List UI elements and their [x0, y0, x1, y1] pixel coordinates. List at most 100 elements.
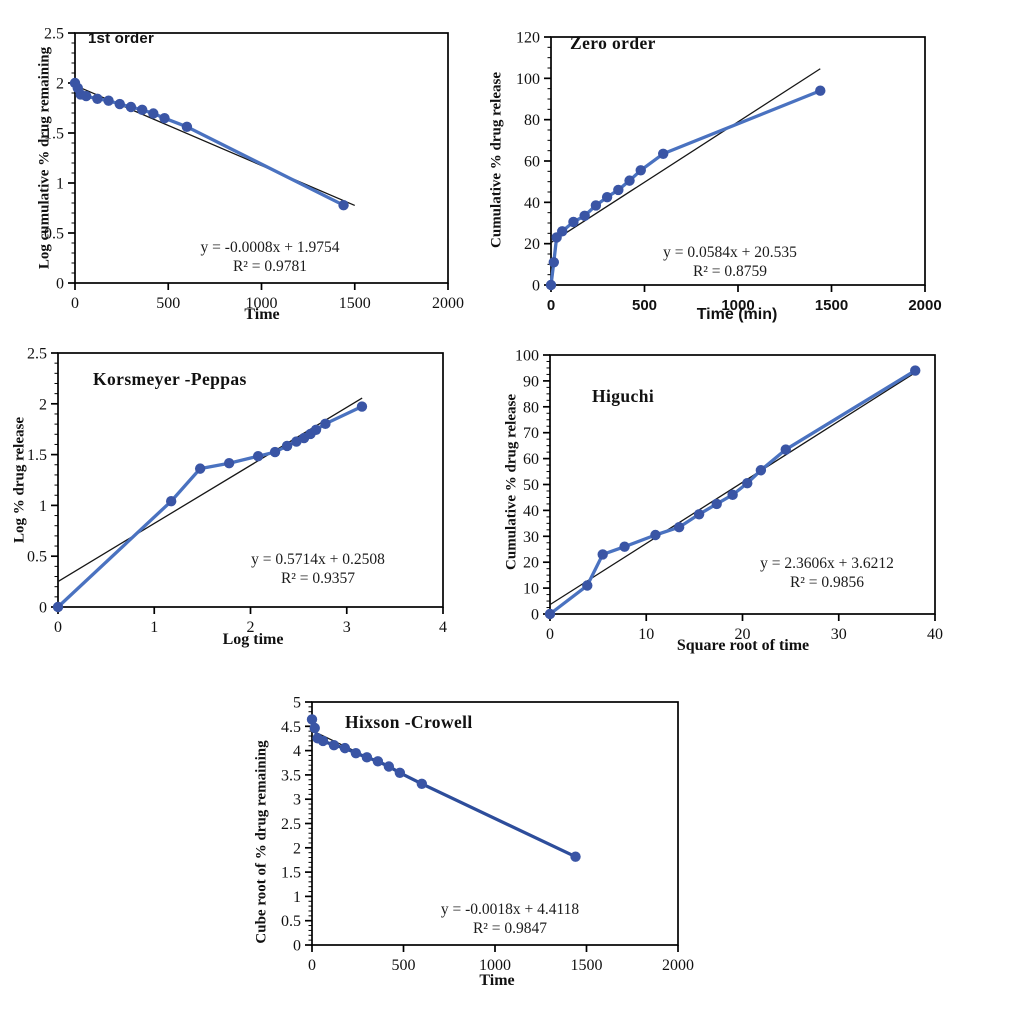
y-axis-label: Log cumulative % drug remaining — [36, 46, 53, 270]
tick-label: 2 — [293, 840, 301, 857]
data-point — [92, 93, 103, 105]
data-point — [165, 496, 177, 507]
data-point — [281, 440, 293, 452]
zero-order-chart: 0 20 40 60 80 100 120 0 500 1000 1500 2000 Cumulati… — [470, 0, 1018, 340]
y-axis-label: Cumulative % drug release — [503, 394, 520, 570]
data-point — [619, 541, 630, 552]
tick-label: 70 — [523, 425, 539, 442]
data-point — [635, 165, 646, 176]
tick-label: 90 — [523, 373, 539, 390]
tick-label: 0 — [531, 607, 539, 624]
tick-label: 1.5 — [27, 447, 47, 464]
hixson-crowell-plot: 0 0.5 1 1.5 2 2.5 3 3.5 4 4.5 5 0 500 1000 1500 2000 — [281, 695, 694, 975]
chart-title: 1st order — [88, 30, 154, 47]
y-axis-label: Log % drug release — [11, 417, 28, 543]
data-point — [545, 279, 557, 291]
x-axis-label: Time — [479, 972, 515, 989]
data-point — [356, 401, 368, 412]
tick-label: 500 — [156, 295, 180, 312]
data-point — [570, 851, 581, 862]
tick-label: 0 — [532, 278, 540, 295]
tick-label: 1.5 — [44, 126, 64, 143]
tick-label: 2 — [56, 76, 64, 93]
higuchi-chart: 0 10 20 30 40 50 60 70 80 90 100 0 10 20 30 40 Cumulati… — [470, 340, 1018, 670]
data-point — [597, 549, 608, 560]
trendline — [550, 68, 821, 244]
tick-label: 3 — [293, 792, 301, 809]
data-point — [601, 191, 613, 203]
data-point — [52, 601, 64, 613]
x-axis-label: Time (min) — [696, 306, 778, 323]
data-point — [711, 498, 722, 510]
y-axis-label: Cube root of % drug remaining — [253, 740, 270, 944]
data-point — [815, 85, 826, 96]
data-point — [310, 424, 322, 436]
tick-label: 20 — [524, 236, 540, 253]
tick-label: 2000 — [432, 295, 464, 312]
equation-line: y = -0.0018x + 4.4118 — [440, 901, 580, 918]
tick-label: 40 — [524, 195, 540, 212]
tick-label: 0 — [546, 626, 554, 643]
data-point — [103, 95, 114, 106]
data-point — [613, 184, 624, 196]
tick-label: 2 — [247, 619, 255, 636]
tick-label: 60 — [524, 154, 540, 171]
tick-label: 30 — [523, 529, 539, 546]
tick-label: 80 — [524, 112, 540, 129]
data-point — [252, 451, 264, 462]
data-point — [80, 90, 92, 102]
tick-label: 0.5 — [281, 913, 301, 930]
data-point — [557, 226, 568, 237]
data-point — [159, 113, 170, 124]
data-point — [309, 722, 320, 734]
tick-label: 0 — [293, 938, 301, 955]
data-series-line — [310, 717, 578, 859]
tick-label: 500 — [392, 957, 416, 974]
data-point — [148, 108, 159, 119]
first-order-chart: 0 0.5 1 1.5 2 2.5 0 500 1000 1500 2000 Log cumulat… — [0, 0, 470, 340]
data-point — [727, 489, 738, 501]
x-axis-label: Square root of time — [676, 637, 810, 654]
data-point — [568, 216, 579, 228]
tick-label: 0 — [56, 276, 64, 293]
tick-label: 1.5 — [281, 865, 301, 882]
data-point — [624, 175, 635, 186]
first-order-plot: 0 0.5 1 1.5 2 2.5 0 500 1000 1500 2000 — [44, 26, 464, 313]
tick-label: 3 — [343, 619, 351, 636]
data-point — [125, 101, 137, 113]
data-point — [350, 747, 362, 759]
data-point — [673, 522, 685, 533]
data-point — [579, 210, 590, 221]
chart-title: Korsmeyer -Peppas — [93, 369, 247, 389]
y-axis-label: Cumulative % drug release — [488, 72, 505, 248]
trendline-equation: y = 0.5714x + 0.2508 R² = 0.9357 — [251, 550, 385, 588]
tick-label: 0 — [54, 619, 62, 636]
tick-label: 10 — [523, 581, 539, 598]
tick-label: 10 — [638, 626, 654, 643]
data-point — [306, 714, 318, 725]
tick-label: 1500 — [339, 295, 371, 312]
data-point — [383, 761, 395, 772]
zero-order-plot: 0 20 40 60 80 100 120 0 500 1000 1500 2000 — [516, 30, 942, 315]
tick-label: 500 — [632, 297, 657, 314]
data-point — [658, 148, 669, 159]
tick-label: 1 — [293, 889, 301, 906]
tick-label: 100 — [516, 71, 540, 88]
tick-label: 0.5 — [44, 226, 64, 243]
data-point — [194, 463, 206, 474]
trendline — [549, 371, 917, 606]
tick-label: 0.5 — [27, 549, 47, 566]
data-point — [582, 580, 593, 591]
tick-label: 2.5 — [27, 346, 47, 363]
data-point — [544, 608, 556, 620]
data-series-line — [73, 81, 346, 207]
korsmeyer-peppas-chart: 0 0.5 1 1.5 2 2.5 0 1 2 3 4 Log % drug release Kor… — [0, 340, 470, 670]
tick-label: 2.5 — [44, 26, 64, 43]
data-point — [372, 756, 384, 767]
data-point — [693, 509, 705, 520]
x-axis-label: Log time — [222, 631, 284, 648]
tick-label: 80 — [523, 399, 539, 416]
tick-label: 3.5 — [281, 767, 301, 784]
data-point — [650, 529, 661, 541]
